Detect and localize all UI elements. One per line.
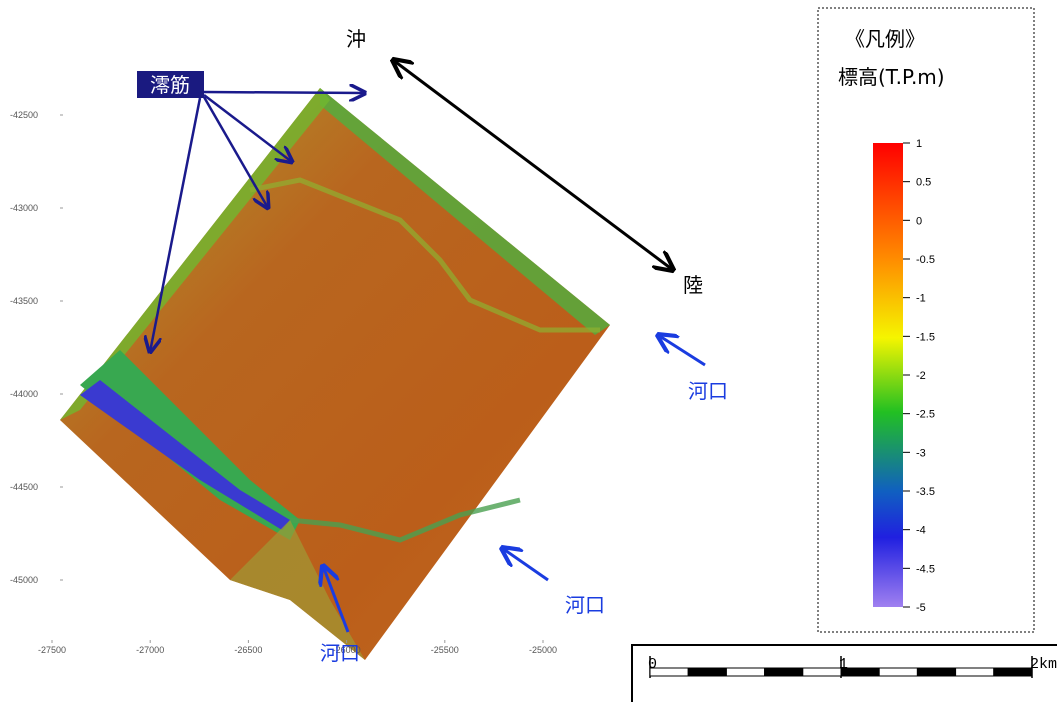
estuary-label: 河口: [688, 379, 728, 403]
colorbar-tick-label: -4: [916, 525, 926, 537]
scalebar-segment: [841, 668, 879, 676]
scalebar-segment: [726, 668, 764, 676]
colorbar: [873, 143, 903, 607]
land-label: 陸: [683, 273, 703, 297]
legend-title: 《凡例》: [845, 27, 925, 51]
colorbar-tick-label: -0.5: [916, 254, 935, 266]
estuary-label: 河口: [565, 593, 605, 617]
figure: -42500 -43000 -43500 -44000 -44500 -45000 -275…: [0, 0, 1057, 702]
offshore-label: 沖: [346, 27, 366, 51]
colorbar-tick-label: -3: [916, 447, 926, 459]
colorbar-tick-label: -3.5: [916, 486, 935, 498]
scalebar-segment: [650, 668, 688, 676]
colorbar-tick-label: -5: [916, 602, 926, 614]
colorbar-tick-label: 0.5: [916, 177, 931, 189]
y-tick-label: -44500: [10, 482, 38, 492]
x-tick-label: -27000: [136, 645, 164, 655]
scalebar-segment: [688, 668, 726, 676]
x-tick-label: -25000: [529, 645, 557, 655]
legend-subtitle: 標高(T.P.m): [838, 65, 945, 89]
scalebar-segment: [994, 668, 1032, 676]
colorbar-tick-label: -1.5: [916, 331, 935, 343]
scalebar-segment: [879, 668, 917, 676]
colorbar-tick-label: 1: [916, 138, 922, 150]
colorbar-tick-label: -2.5: [916, 409, 935, 421]
x-tick-label: -26500: [234, 645, 262, 655]
x-tick-label: -25500: [431, 645, 459, 655]
colorbar-tick-label: -4.5: [916, 563, 935, 575]
arrow: [658, 335, 705, 365]
arrow: [204, 92, 365, 93]
y-tick-label: -44000: [10, 389, 38, 399]
arrow: [204, 97, 268, 208]
estuary-label: 河口: [320, 641, 360, 665]
scalebar-label: 2km: [1030, 656, 1057, 673]
y-tick-label: -45000: [10, 575, 38, 585]
legend-box: [818, 8, 1034, 632]
y-tick-label: -43000: [10, 203, 38, 213]
channel-label: 澪筋: [150, 73, 190, 97]
scalebar-segment: [803, 668, 841, 676]
colorbar-tick-label: 0: [916, 215, 922, 227]
colorbar-tick-label: -1: [916, 293, 926, 305]
x-tick-label: -27500: [38, 645, 66, 655]
y-tick-label: -42500: [10, 110, 38, 120]
arrow: [502, 548, 548, 580]
arrow: [204, 95, 292, 162]
scalebar-segment: [956, 668, 994, 676]
terrain-map: [60, 88, 610, 660]
y-tick-label: -43500: [10, 296, 38, 306]
colorbar-tick-label: -2: [916, 370, 926, 382]
scalebar-segment: [917, 668, 955, 676]
scalebar-segment: [765, 668, 803, 676]
